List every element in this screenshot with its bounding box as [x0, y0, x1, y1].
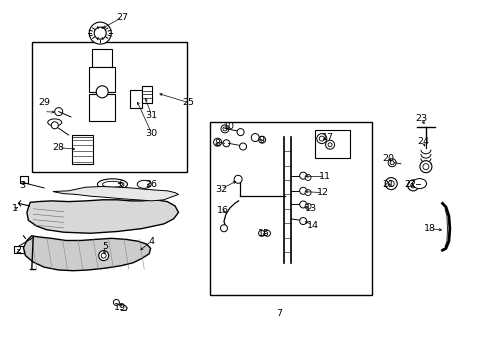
- Circle shape: [237, 129, 244, 136]
- Ellipse shape: [102, 181, 122, 187]
- Circle shape: [89, 22, 111, 44]
- Text: 22: 22: [404, 180, 416, 189]
- Bar: [129, 90, 142, 108]
- Bar: [32, 42, 186, 172]
- Circle shape: [299, 172, 306, 179]
- Polygon shape: [23, 236, 150, 271]
- Text: 20: 20: [382, 154, 394, 163]
- Circle shape: [385, 177, 396, 190]
- Circle shape: [113, 300, 119, 305]
- Circle shape: [55, 108, 62, 116]
- Ellipse shape: [97, 179, 127, 190]
- Text: 5: 5: [102, 242, 108, 251]
- Circle shape: [264, 230, 270, 236]
- Text: 12: 12: [316, 188, 328, 197]
- Circle shape: [422, 164, 428, 170]
- Text: 15: 15: [258, 230, 269, 238]
- Bar: [72, 135, 93, 164]
- Text: 1: 1: [12, 204, 18, 213]
- Text: 26: 26: [145, 180, 157, 189]
- Text: 19: 19: [114, 303, 125, 312]
- Circle shape: [213, 138, 221, 146]
- Text: 18: 18: [424, 224, 435, 233]
- Text: 27: 27: [116, 13, 128, 22]
- Circle shape: [319, 136, 324, 141]
- Text: 30: 30: [145, 129, 157, 138]
- Ellipse shape: [137, 180, 151, 188]
- Text: 24: 24: [416, 136, 428, 145]
- Circle shape: [305, 175, 310, 180]
- Text: 14: 14: [306, 220, 318, 230]
- Circle shape: [387, 159, 395, 167]
- Circle shape: [258, 136, 265, 143]
- Circle shape: [325, 140, 334, 149]
- Text: 29: 29: [38, 98, 50, 107]
- Bar: [20, 176, 28, 183]
- Bar: [89, 94, 115, 121]
- Circle shape: [299, 201, 306, 208]
- Circle shape: [258, 230, 264, 236]
- Circle shape: [101, 253, 106, 258]
- Circle shape: [220, 225, 227, 232]
- Bar: [92, 49, 112, 67]
- Text: 2: 2: [16, 246, 21, 255]
- Circle shape: [410, 183, 415, 188]
- Text: 10: 10: [223, 122, 234, 131]
- Circle shape: [419, 161, 431, 173]
- Circle shape: [99, 251, 108, 261]
- Bar: [142, 86, 151, 103]
- Text: 31: 31: [145, 111, 157, 120]
- Circle shape: [327, 143, 331, 147]
- Bar: [89, 67, 115, 92]
- Text: 4: 4: [148, 237, 154, 246]
- Text: 13: 13: [304, 204, 316, 213]
- Text: 11: 11: [319, 172, 330, 181]
- Text: 28: 28: [53, 143, 64, 152]
- Circle shape: [96, 86, 108, 98]
- Text: 8: 8: [214, 139, 220, 148]
- Text: 23: 23: [415, 114, 427, 123]
- Text: 17: 17: [321, 133, 333, 142]
- Text: 32: 32: [215, 184, 226, 194]
- Polygon shape: [53, 186, 178, 201]
- Circle shape: [239, 143, 246, 150]
- Circle shape: [305, 203, 310, 209]
- Text: 9: 9: [258, 136, 264, 145]
- Circle shape: [94, 27, 106, 39]
- Text: 25: 25: [182, 98, 194, 107]
- Circle shape: [51, 122, 58, 129]
- Polygon shape: [27, 200, 178, 233]
- Circle shape: [305, 190, 310, 195]
- Text: 21: 21: [382, 180, 394, 189]
- Text: 7: 7: [275, 309, 281, 318]
- Circle shape: [234, 175, 242, 183]
- Circle shape: [387, 181, 393, 186]
- Bar: [315, 130, 349, 158]
- Circle shape: [299, 217, 306, 225]
- Circle shape: [389, 161, 393, 165]
- Text: 6: 6: [118, 180, 124, 189]
- Circle shape: [299, 187, 306, 194]
- Bar: [210, 122, 371, 295]
- Circle shape: [221, 125, 228, 133]
- Ellipse shape: [412, 179, 426, 189]
- Ellipse shape: [48, 119, 61, 126]
- Text: 16: 16: [216, 206, 228, 215]
- Circle shape: [407, 180, 418, 191]
- Bar: [14, 246, 24, 253]
- Text: 3: 3: [19, 181, 25, 190]
- Circle shape: [316, 134, 326, 144]
- Circle shape: [223, 127, 226, 131]
- Circle shape: [251, 134, 259, 141]
- Circle shape: [223, 140, 229, 147]
